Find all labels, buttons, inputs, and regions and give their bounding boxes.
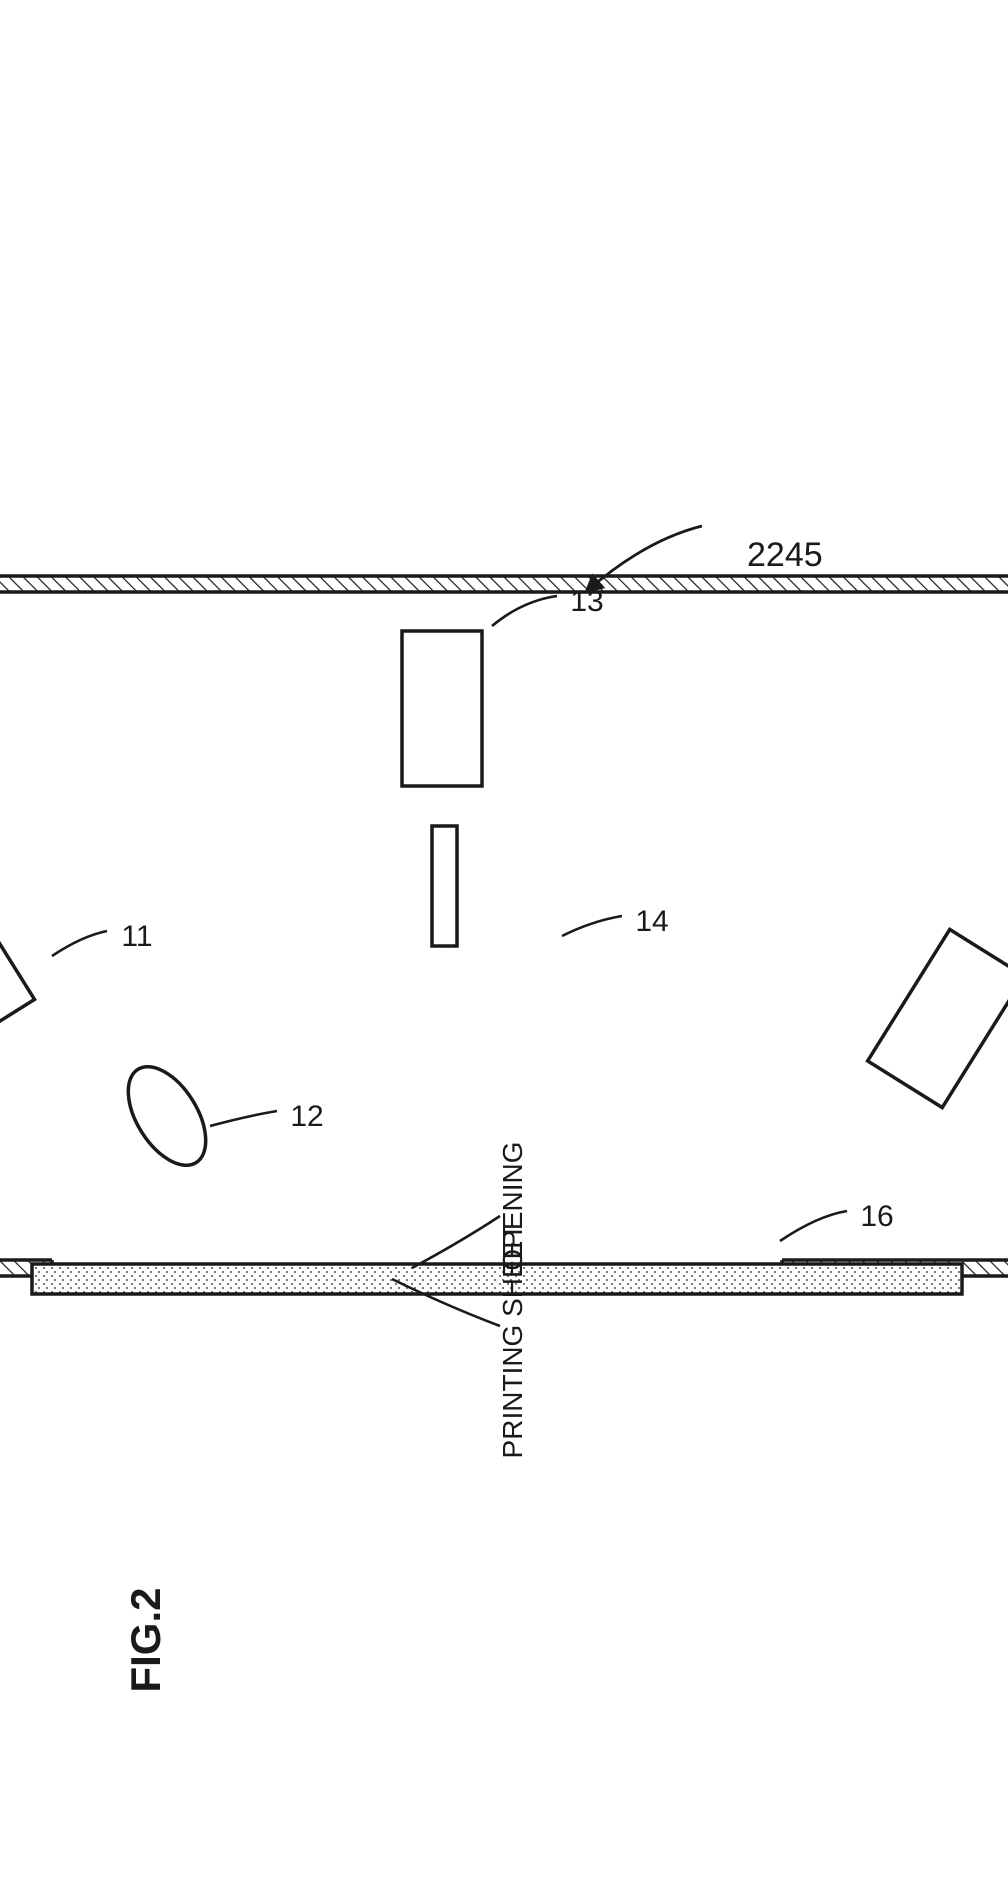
svg-text:PRINTING SHEET: PRINTING SHEET [497,1224,528,1459]
svg-text:14: 14 [635,905,668,938]
svg-text:12: 12 [290,1100,323,1133]
svg-text:11: 11 [121,920,152,953]
figure-title: FIG.2 [122,1587,169,1692]
svg-text:16: 16 [860,1200,893,1233]
svg-text:2245: 2245 [747,536,823,574]
